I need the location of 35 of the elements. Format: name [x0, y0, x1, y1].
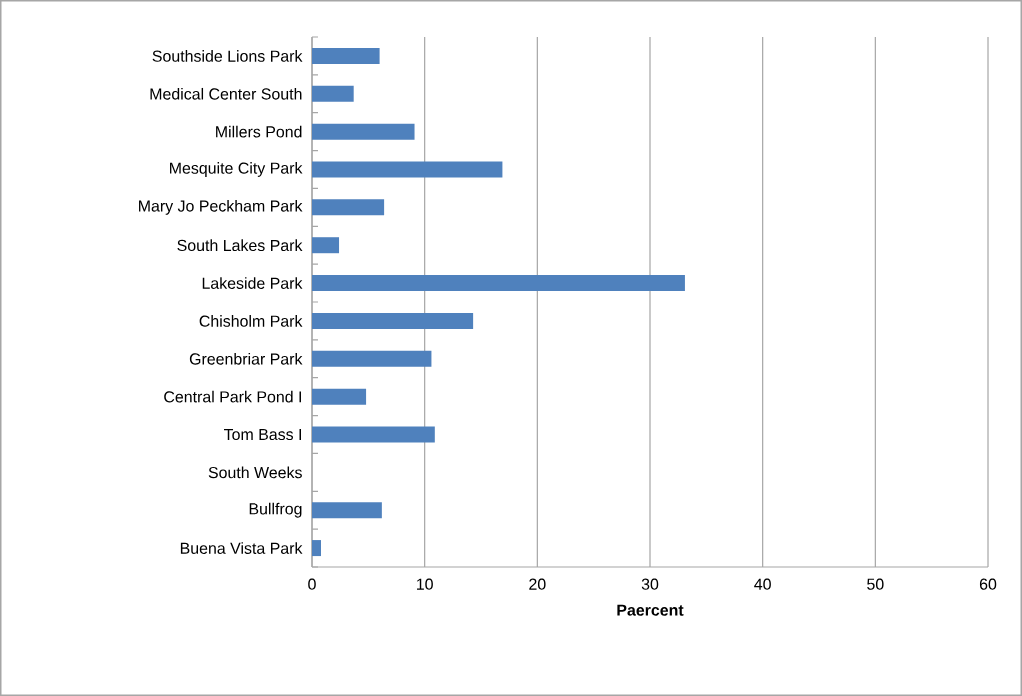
- bar: [312, 275, 685, 292]
- x-tick-label: 50: [867, 578, 884, 590]
- bar: [312, 388, 367, 405]
- y-tick-label: Millers Pond: [216, 125, 302, 138]
- x-tick-label: 10: [417, 578, 433, 590]
- bar: [312, 85, 354, 102]
- bar: [312, 540, 322, 557]
- y-tick-label: Bullfrog: [249, 502, 302, 518]
- bar: [312, 161, 503, 178]
- bar: [312, 426, 435, 443]
- x-tick-label: 30: [641, 578, 659, 590]
- bar: [312, 199, 385, 216]
- x-tick-label: 20: [529, 578, 546, 590]
- bar: [312, 312, 474, 329]
- y-tick-label: Buena Vista Park: [180, 542, 303, 554]
- x-tick-label: 0: [308, 578, 316, 590]
- bar: [312, 237, 340, 254]
- x-tick-label: 60: [979, 578, 997, 590]
- y-tick-label: Mesquite City Park: [170, 162, 303, 177]
- x-axis-title: Paercent: [617, 604, 684, 616]
- y-tick-label: South Weeks: [208, 466, 302, 479]
- y-tick-label: Central Park Pond I: [164, 390, 301, 403]
- bar: [312, 502, 382, 519]
- y-tick-label: Medical Center South: [150, 87, 302, 100]
- y-tick-label: Southside Lions Park: [152, 50, 303, 62]
- bar: [312, 350, 432, 367]
- x-tick-label: 40: [754, 578, 771, 590]
- y-tick-label: Mary Jo Peckham Park: [139, 199, 303, 215]
- y-tick-label: South Lakes Park: [177, 239, 303, 252]
- bar: [312, 123, 415, 140]
- y-tick-label: Tom Bass I: [224, 428, 301, 441]
- y-tick-label: Greenbriar Park: [189, 352, 303, 365]
- y-tick-label: Lakeside Park: [202, 277, 303, 289]
- bar: [312, 47, 380, 64]
- y-tick-label: Chisholm Park: [199, 315, 303, 327]
